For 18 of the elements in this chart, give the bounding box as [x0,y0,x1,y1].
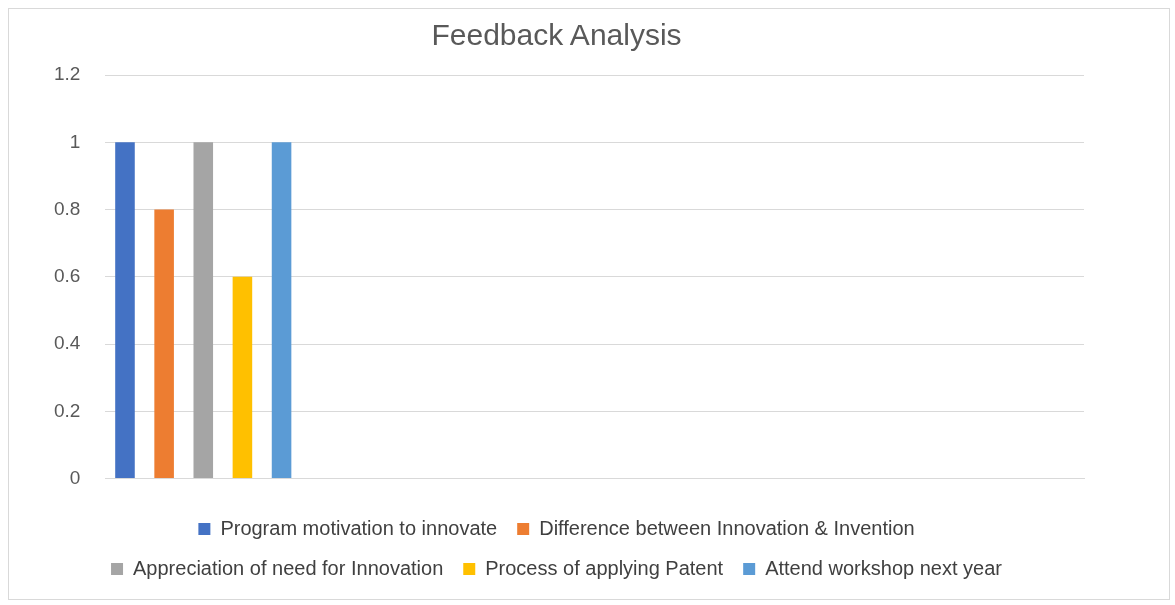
bar [271,142,292,479]
y-tick-label: 0.2 [53,399,81,421]
bar [115,142,135,479]
bar [193,142,214,479]
legend-label: Program motivation to innovate [220,516,498,539]
chart-title: Feedback Analysis [431,18,682,52]
y-tick-label: 0.4 [53,332,81,354]
legend-label: Appreciation of need for Innovation [133,556,444,579]
y-tick-label: 0 [69,466,81,488]
legend-label: Process of applying Patent [485,556,724,579]
y-tick-label: 1 [69,130,81,152]
legend-label: Attend workshop next year [765,556,1003,579]
y-tick-label: 0.6 [53,265,81,287]
y-tick-label: 0.8 [53,197,81,219]
y-tick-label: 1.2 [53,63,81,85]
bar [232,276,253,479]
bar [154,209,174,479]
legend-label: Difference between Innovation & Invention [539,516,915,539]
